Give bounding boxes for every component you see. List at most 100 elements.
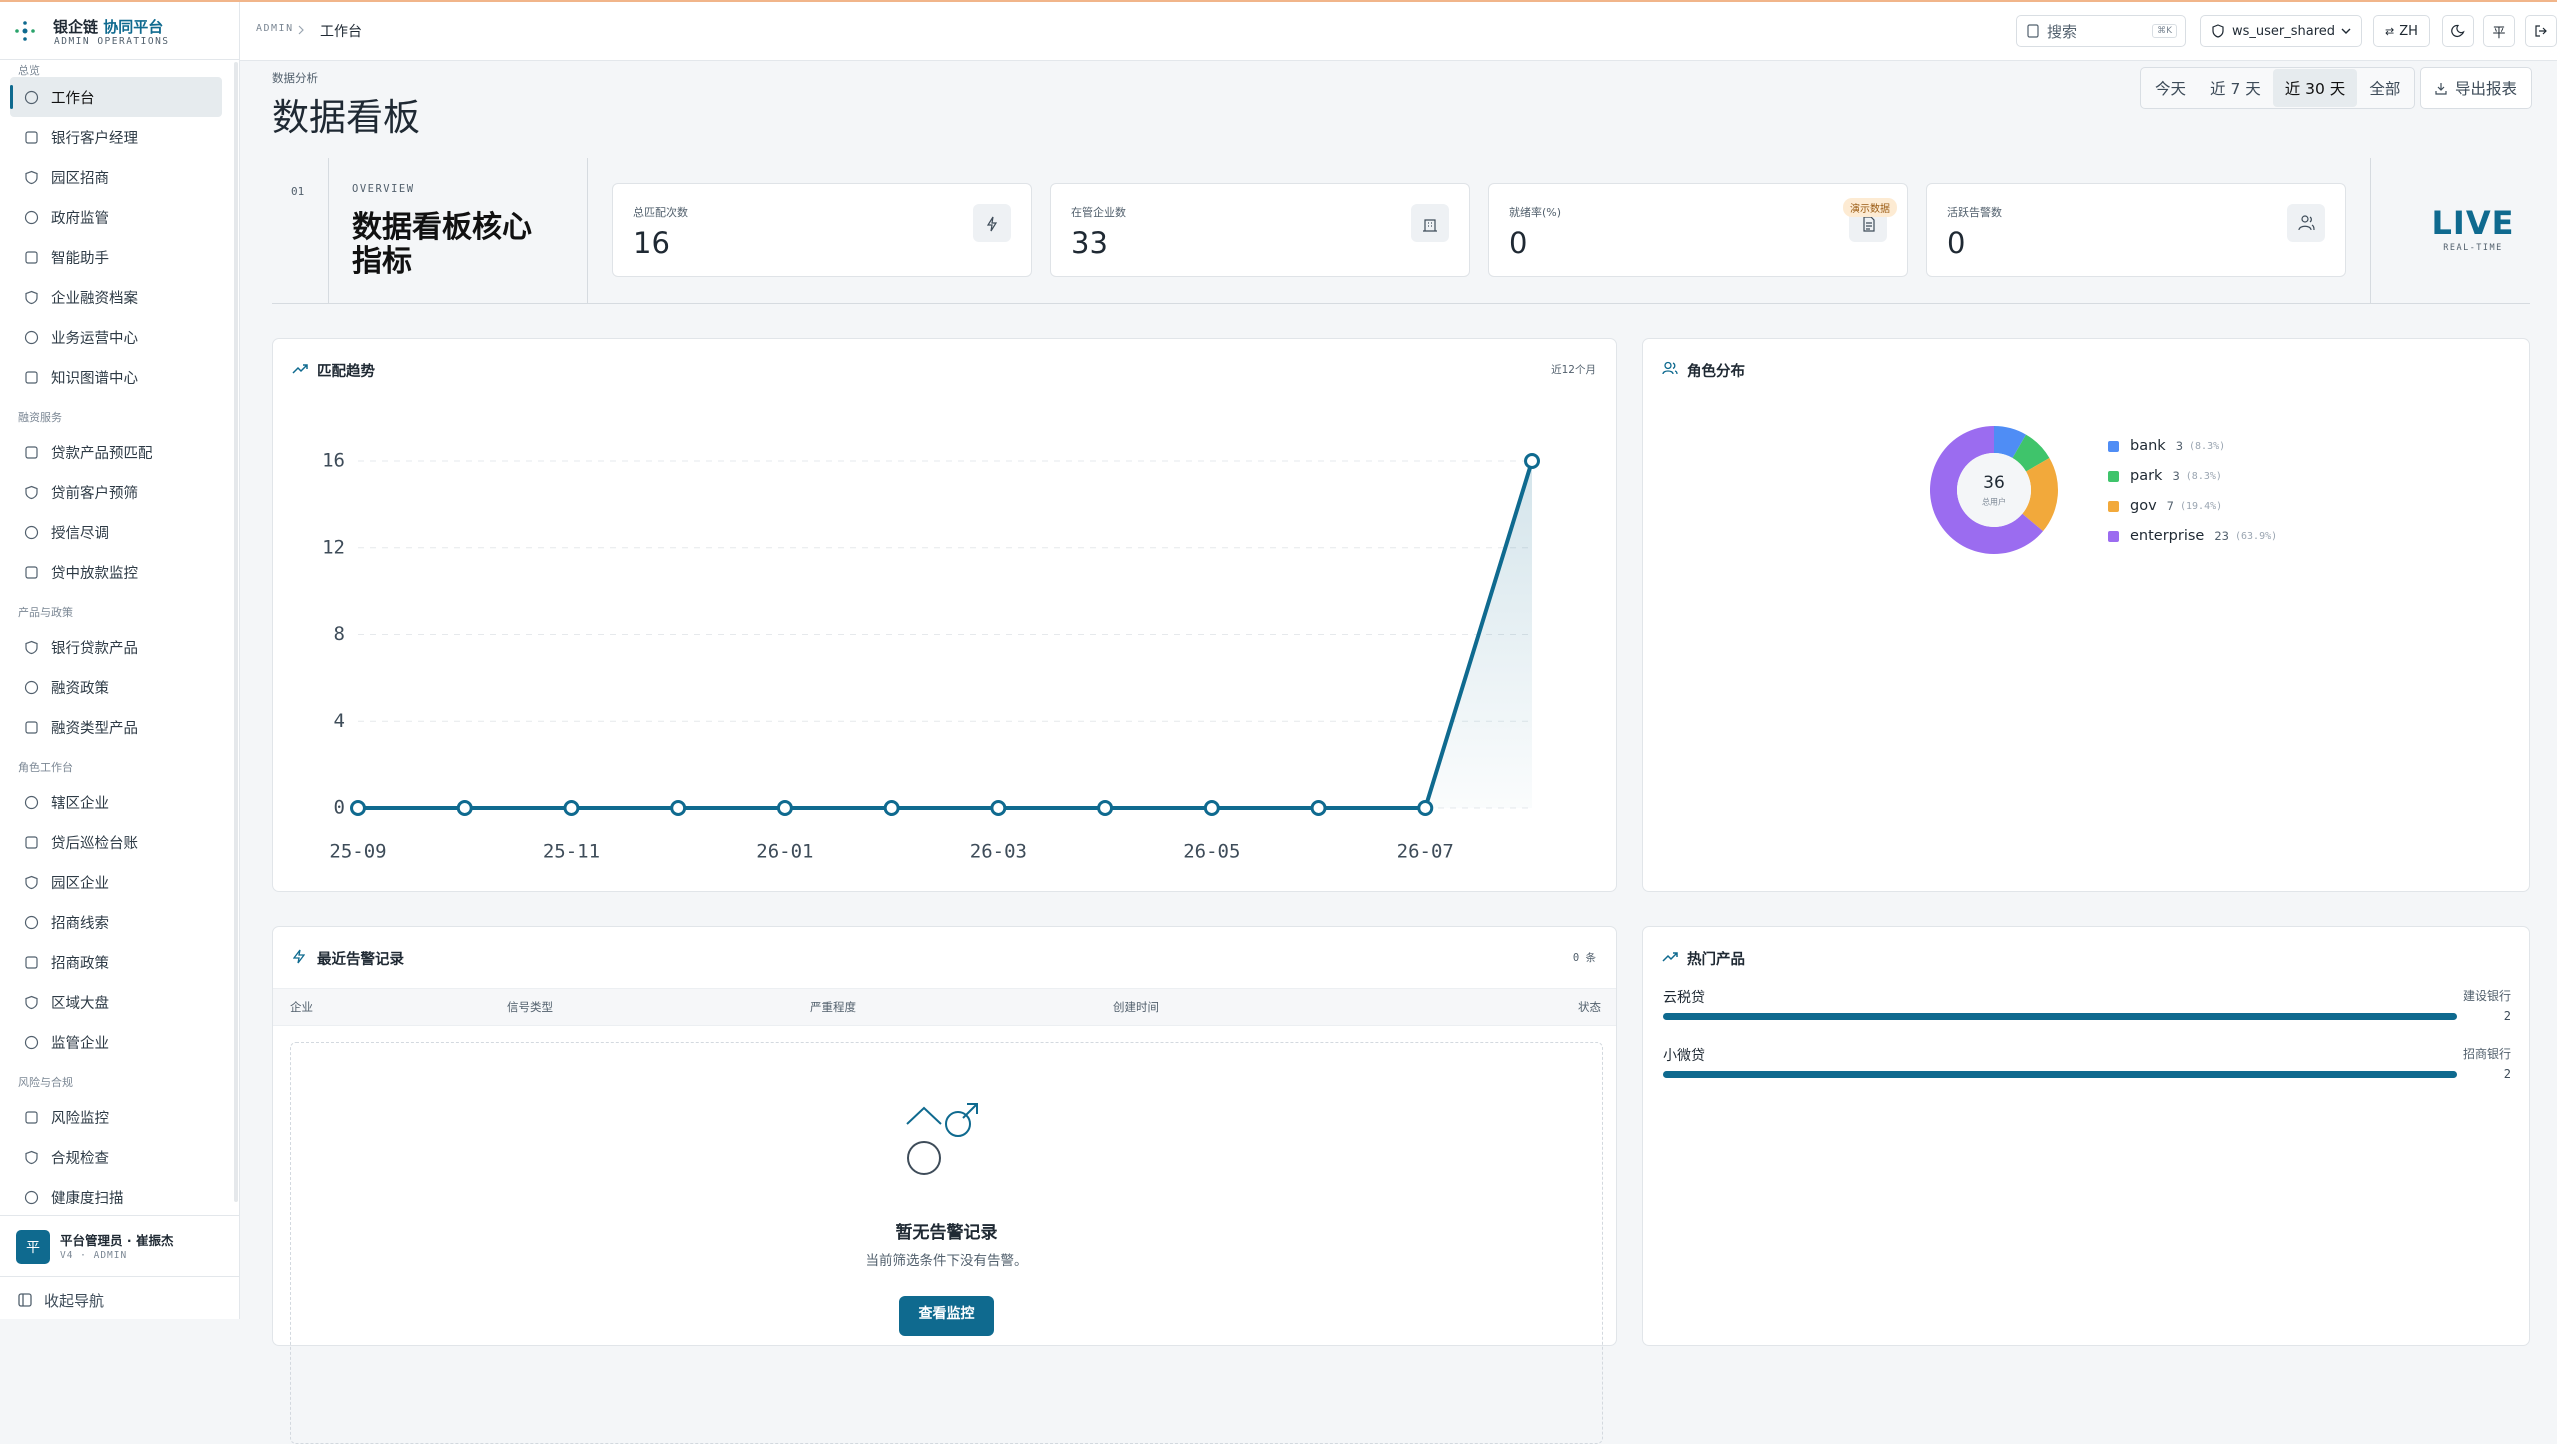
nav-item[interactable]: 园区招商: [10, 157, 222, 197]
nav-item-label: 知识图谱中心: [51, 370, 138, 387]
nav-item[interactable]: 监管企业: [10, 1022, 222, 1062]
nav-item[interactable]: 辖区企业: [10, 782, 222, 822]
nav-item[interactable]: 业务运营中心: [10, 317, 222, 357]
nav-item[interactable]: 贷后巡检台账: [10, 822, 222, 862]
nav-item-label: 辖区企业: [51, 795, 109, 812]
donut-slice: [1930, 426, 2044, 554]
nav-item[interactable]: 企业融资档案: [10, 277, 222, 317]
kpi-icon-path: [1862, 215, 1875, 232]
nav-icon: [25, 995, 38, 1009]
line-point: [1097, 800, 1114, 816]
nav-item[interactable]: 智能助手: [10, 237, 222, 277]
bar: [1663, 1013, 2457, 1020]
product-name: 小微贷: [1663, 1048, 1705, 1064]
nav-icon-shape: [25, 445, 38, 459]
search-icon: [2027, 24, 2039, 38]
nav-icon: [25, 370, 38, 384]
export-button[interactable]: 导出报表: [2420, 67, 2532, 109]
empty-icon: [906, 1103, 978, 1175]
nav-item-label: 业务运营中心: [51, 330, 138, 347]
nav-item[interactable]: 招商线索: [10, 902, 222, 942]
nav-icon-shape: [24, 915, 39, 929]
nav-item[interactable]: 工作台: [10, 77, 222, 117]
avatar[interactable]: 平: [16, 1230, 50, 1264]
nav-item[interactable]: 贷中放款监控: [10, 552, 222, 592]
nav-icon-shape: [24, 1190, 39, 1204]
line-point: [1310, 800, 1327, 816]
legend-value: 23: [2214, 529, 2229, 543]
kpi-icon-glyph: [2297, 214, 2315, 230]
theme-button[interactable]: [2442, 15, 2474, 47]
logout-button[interactable]: [2525, 15, 2557, 47]
action-button[interactable]: 查看监控: [899, 1296, 994, 1336]
legend-value: 3: [2172, 469, 2180, 483]
nav-item[interactable]: 健康度扫描: [10, 1177, 222, 1213]
nav-item[interactable]: 贷款产品预匹配: [10, 432, 222, 472]
workspace-button[interactable]: 平: [2483, 15, 2515, 47]
moon-icon: [2451, 24, 2465, 38]
legend-share: (8.3%): [2185, 470, 2222, 482]
scrollbar[interactable]: [234, 62, 238, 1202]
y-tick-label: 16: [322, 450, 345, 472]
nav-item[interactable]: 银行客户经理: [10, 117, 222, 157]
nav-icon-shape: [25, 485, 38, 499]
breadcrumb-root[interactable]: ADMIN: [256, 23, 294, 34]
line-point: [990, 800, 1007, 816]
translate-icon: ⇄: [2385, 24, 2395, 38]
nav-group-label: 风险与合规: [18, 1076, 73, 1089]
nav-item[interactable]: 招商政策: [10, 942, 222, 982]
nav-icon-shape: [25, 370, 38, 384]
kpi-icon: [2287, 204, 2325, 242]
nav-icon-shape: [25, 290, 38, 304]
nav-item[interactable]: 园区企业: [10, 862, 222, 902]
range-button[interactable]: 今天: [2155, 80, 2187, 98]
nav-icon-shape: [24, 680, 39, 694]
nav-item[interactable]: 合规检查: [10, 1137, 222, 1177]
legend-item: enterprise 23 (63.9%): [2108, 526, 2277, 546]
legend-swatch: [2108, 530, 2119, 542]
nav-icon: [24, 915, 39, 929]
kpi-card: 活跃告警数 0: [1926, 183, 2346, 277]
legend-share: (8.3%): [2189, 440, 2226, 452]
search-box[interactable]: 搜索 ⌘K: [2016, 15, 2186, 47]
brand: 银企链 协同平台 ADMIN OPERATIONS: [0, 2, 240, 60]
brand-name-text: 银企链: [53, 18, 99, 36]
legend-label: enterprise: [2130, 528, 2205, 544]
kpi-value: 33: [1071, 226, 1108, 260]
nav-item-label: 贷后巡检台账: [51, 835, 138, 852]
nav-item[interactable]: 银行贷款产品: [10, 627, 222, 667]
x-tick-label: 25-11: [543, 841, 600, 863]
kpi-label: 总匹配次数: [633, 206, 688, 219]
users-icon: [1662, 361, 1678, 375]
nav-item[interactable]: 融资政策: [10, 667, 222, 707]
role-panel: 角色分布 36 总用户 bank 3 (8.3%) park 3 (8.3%) gov 7 (19…: [1642, 338, 2530, 892]
line-point: [456, 800, 473, 816]
nav-icon-shape: [25, 720, 38, 734]
nav-item[interactable]: 政府监管: [10, 197, 222, 237]
nav-item[interactable]: 知识图谱中心: [10, 357, 222, 397]
language-button[interactable]: ⇄ ZH: [2373, 15, 2430, 47]
nav-item[interactable]: 风险监控: [10, 1097, 222, 1137]
legend-swatch: [2108, 500, 2119, 512]
nav-item[interactable]: 贷前客户预筛: [10, 472, 222, 512]
nav-item[interactable]: 区域大盘: [10, 982, 222, 1022]
kpi-icon-path: [1422, 218, 1437, 232]
account-name: ws_user_shared: [2232, 23, 2336, 39]
collapse-nav[interactable]: 收起导航: [44, 1292, 105, 1310]
range-button[interactable]: 全部: [2369, 80, 2401, 98]
account-select[interactable]: ws_user_shared: [2200, 15, 2362, 47]
range-button[interactable]: 近 7 天: [2210, 80, 2261, 98]
nav-item[interactable]: 融资类型产品: [10, 707, 222, 747]
nav-group-label: 融资服务: [18, 411, 62, 424]
nav-item-label: 风险监控: [51, 1110, 109, 1127]
nav-item-label: 授信尽调: [51, 525, 109, 542]
empty-text: 当前筛选条件下没有告警。: [865, 1253, 1028, 1269]
nav-icon: [25, 640, 38, 654]
nav-group-label: 产品与政策: [18, 606, 73, 619]
nav-icon: [25, 720, 38, 734]
nav-item[interactable]: 授信尽调: [10, 512, 222, 552]
range-button[interactable]: 近 30 天: [2272, 69, 2358, 107]
hot-products-panel: 热门产品 云税贷 建设银行 2 小微贷 招商银行 2: [1642, 926, 2530, 1346]
legend-swatch: [2108, 470, 2119, 482]
